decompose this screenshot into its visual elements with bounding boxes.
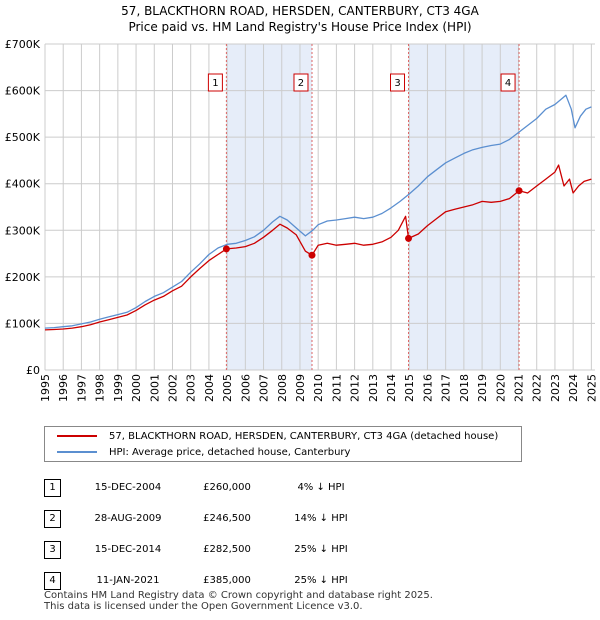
- x-tick-label: 2017: [440, 374, 453, 402]
- sale-date: 28-AUG-2009: [94, 513, 162, 524]
- sale-point: [308, 251, 316, 259]
- sale-label-number: 1: [212, 78, 218, 89]
- x-tick-label: 2024: [567, 374, 580, 402]
- legend-item-hpi: HPI: Average price, detached house, Cant…: [45, 444, 350, 460]
- sale-label-box: [500, 73, 516, 92]
- x-tick-label: 2010: [312, 374, 325, 402]
- sale-label-number: 2: [298, 78, 304, 89]
- x-tick-label: 2020: [494, 374, 507, 402]
- y-tick-label: £500K: [5, 131, 41, 144]
- x-tick-label: 1998: [94, 374, 107, 402]
- x-tick-label: 2004: [203, 374, 216, 402]
- sale-number-badge: 4: [44, 571, 61, 590]
- chart-title-line2: Price paid vs. HM Land Registry's House …: [128, 20, 472, 34]
- sale-label-number: 4: [505, 78, 511, 89]
- x-tick-label: 1996: [57, 374, 70, 402]
- sale-markers: 1 2 3 4: [207, 73, 523, 259]
- footer-line1: Contains HM Land Registry data © Crown c…: [44, 590, 433, 601]
- sale-point: [405, 234, 413, 242]
- x-tick-label: 2012: [349, 374, 362, 402]
- price-chart: 1 2 3 4 £0 £100K £200K £300K £400K £500K £600K £70…: [5, 38, 599, 402]
- y-tick-label: £200K: [5, 271, 41, 284]
- x-tick-label: 2003: [185, 374, 198, 402]
- x-tick-label: 1999: [112, 374, 125, 402]
- x-tick-label: 2007: [258, 374, 271, 402]
- sale-price: £282,500: [203, 544, 251, 555]
- x-tick-label: 1997: [75, 374, 88, 402]
- y-tick-label: £600K: [5, 85, 41, 98]
- x-tick-label: 2008: [276, 374, 289, 402]
- y-tick-label: £700K: [5, 38, 41, 51]
- x-tick-label: 2016: [421, 374, 434, 402]
- sale-number-badge: 2: [44, 509, 61, 528]
- chart-title: 57, BLACKTHORN ROAD, HERSDEN, CANTERBURY…: [0, 3, 600, 35]
- gridlines: [44, 43, 595, 371]
- x-tick-label: 2006: [239, 374, 252, 402]
- sale-label-number: 3: [394, 78, 400, 89]
- x-tick-label: 2022: [531, 374, 544, 402]
- footer-attribution: Contains HM Land Registry data © Crown c…: [44, 590, 433, 612]
- y-tick-label: £300K: [5, 224, 41, 237]
- sale-point: [515, 187, 523, 195]
- legend-swatch-hpi: [57, 451, 97, 453]
- legend-label-property: 57, BLACKTHORN ROAD, HERSDEN, CANTERBURY…: [109, 430, 499, 442]
- sale-label-box: [390, 73, 406, 92]
- axes: £0 £100K £200K £300K £400K £500K £600K £700K 199…: [5, 38, 599, 402]
- sale-hpi-delta: 14% ↓ HPI: [294, 513, 348, 524]
- sale-label-box: [293, 73, 309, 92]
- legend: 57, BLACKTHORN ROAD, HERSDEN, CANTERBURY…: [44, 426, 522, 462]
- y-tick-label: £400K: [5, 178, 41, 191]
- table-row: 2 28-AUG-2009 £246,500 14% ↓ HPI: [44, 503, 367, 534]
- y-tick-label: £0: [26, 364, 40, 377]
- x-tick-label: 2002: [166, 374, 179, 402]
- sale-hpi-delta: 25% ↓ HPI: [294, 544, 348, 555]
- sale-date: 15-DEC-2014: [94, 544, 162, 555]
- sale-point: [222, 245, 230, 253]
- table-row: 1 15-DEC-2004 £260,000 4% ↓ HPI: [44, 472, 367, 503]
- sale-date: 15-DEC-2004: [94, 482, 162, 493]
- sale-number-badge: 3: [44, 540, 61, 559]
- sale-price: £260,000: [203, 482, 251, 493]
- legend-label-hpi: HPI: Average price, detached house, Cant…: [109, 446, 351, 458]
- x-tick-label: 2005: [221, 374, 234, 402]
- x-tick-label: 2014: [385, 374, 398, 402]
- sale-hpi-delta: 25% ↓ HPI: [294, 575, 348, 586]
- sales-table: 1 15-DEC-2004 £260,000 4% ↓ HPI 2 28-AUG…: [44, 472, 367, 596]
- hpi-line: [44, 94, 592, 329]
- x-tick-label: 2018: [458, 374, 471, 402]
- sale-date: 11-JAN-2021: [96, 575, 160, 586]
- sale-price: £385,000: [203, 575, 251, 586]
- x-tick-label: 2023: [549, 374, 562, 402]
- x-tick-label: 2001: [148, 374, 161, 402]
- shaded-period: [226, 44, 312, 370]
- x-tick-label: 2013: [367, 374, 380, 402]
- chart-title-line1: 57, BLACKTHORN ROAD, HERSDEN, CANTERBURY…: [121, 4, 479, 18]
- x-tick-label: 2015: [403, 374, 416, 402]
- sale-label-box: [207, 73, 223, 92]
- legend-swatch-property: [57, 435, 97, 437]
- x-tick-label: 2000: [130, 374, 143, 402]
- table-row: 4 11-JAN-2021 £385,000 25% ↓ HPI: [44, 565, 367, 596]
- sale-price: £246,500: [203, 513, 251, 524]
- footer-line2: This data is licensed under the Open Gov…: [44, 601, 363, 612]
- x-tick-label: 2021: [513, 374, 526, 402]
- x-tick-label: 2025: [585, 374, 598, 402]
- y-tick-label: £100K: [5, 317, 41, 330]
- table-row: 3 15-DEC-2014 £282,500 25% ↓ HPI: [44, 534, 367, 565]
- x-tick-label: 2011: [330, 374, 343, 402]
- x-tick-label: 2019: [476, 374, 489, 402]
- legend-item-property: 57, BLACKTHORN ROAD, HERSDEN, CANTERBURY…: [45, 428, 498, 444]
- sale-hpi-delta: 4% ↓ HPI: [297, 482, 345, 493]
- sale-number-badge: 1: [44, 478, 61, 497]
- x-tick-label: 2009: [294, 374, 307, 402]
- x-tick-label: 1995: [39, 374, 52, 402]
